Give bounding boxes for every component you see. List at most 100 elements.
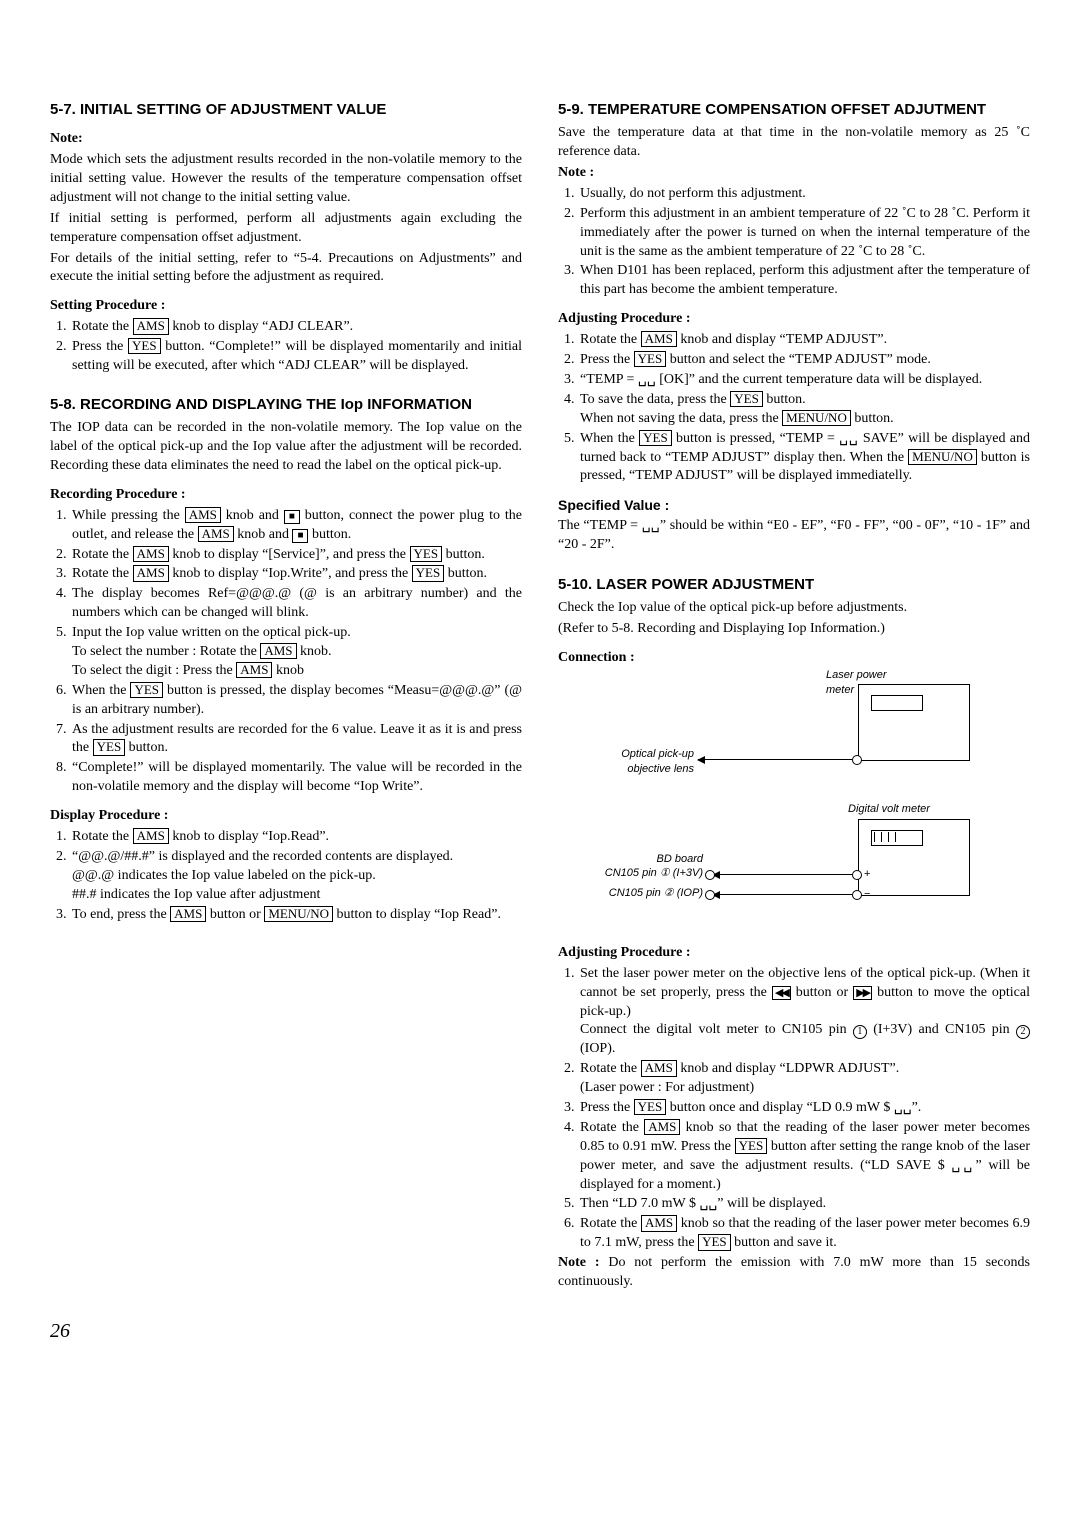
section-5-9-title: 5-9. TEMPERATURE COMPENSATION OFFSET ADJ… bbox=[558, 100, 1030, 120]
list-item: When the YES button is pressed, the disp… bbox=[70, 682, 522, 720]
page-number: 26 bbox=[50, 1318, 1030, 1345]
list-item: As the adjustment results are recorded f… bbox=[70, 721, 522, 759]
note-text: Note : Do not perform the emission with … bbox=[558, 1254, 1030, 1292]
adjusting-procedure-label: Adjusting Procedure : bbox=[558, 944, 1030, 963]
yes-button: YES bbox=[730, 391, 763, 407]
yes-button: YES bbox=[639, 430, 672, 446]
list-item: Rotate the AMS knob and display “TEMP AD… bbox=[578, 331, 1030, 350]
section-5-10-title: 5-10. LASER POWER ADJUSTMENT bbox=[558, 575, 1030, 595]
ams-button: AMS bbox=[641, 331, 677, 347]
list-item: Press the YES button. “Complete!” will b… bbox=[70, 338, 522, 376]
list-item: Rotate the AMS knob to display “Iop.Read… bbox=[70, 828, 522, 847]
note-label: Note: bbox=[50, 130, 522, 149]
dvm-box bbox=[858, 819, 970, 896]
ams-button: AMS bbox=[641, 1215, 677, 1231]
page-columns: 5-7. INITIAL SETTING OF ADJUSTMENT VALUE… bbox=[50, 100, 1030, 1294]
laser-meter-label: Laser powermeter bbox=[826, 668, 946, 698]
note-text: Mode which sets the adjustment results r… bbox=[50, 151, 522, 208]
section-5-8-title: 5-8. RECORDING AND DISPLAYING THE Iop IN… bbox=[50, 395, 522, 415]
stop-icon bbox=[284, 510, 300, 524]
right-column: 5-9. TEMPERATURE COMPENSATION OFFSET ADJ… bbox=[558, 100, 1030, 1294]
list-item: Press the YES button once and display “L… bbox=[578, 1099, 1030, 1118]
adjusting-procedure-label: Adjusting Procedure : bbox=[558, 310, 1030, 329]
intro-text: Check the Iop value of the optical pick-… bbox=[558, 599, 1030, 618]
list-item: Press the YES button and select the “TEM… bbox=[578, 351, 1030, 370]
yes-button: YES bbox=[412, 565, 445, 581]
yes-button: YES bbox=[634, 1099, 667, 1115]
ams-button: AMS bbox=[236, 662, 272, 678]
pin2-label: CN105 pin ② (IOP) bbox=[563, 886, 703, 901]
list-item: Set the laser power meter on the objecti… bbox=[578, 965, 1030, 1059]
menu-no-button: MENU/NO bbox=[908, 449, 977, 465]
note-list: Usually, do not perform this adjustment.… bbox=[558, 185, 1030, 300]
list-item: Input the Iop value written on the optic… bbox=[70, 624, 522, 681]
list-item: Rotate the AMS knob to display “ADJ CLEA… bbox=[70, 318, 522, 337]
setting-procedure-list: Rotate the AMS knob to display “ADJ CLEA… bbox=[50, 318, 522, 376]
pin-1-icon: 1 bbox=[853, 1025, 867, 1039]
specified-value-text: The “TEMP = ␣␣” should be within “E0 - E… bbox=[558, 517, 1030, 555]
section-5-7-title: 5-7. INITIAL SETTING OF ADJUSTMENT VALUE bbox=[50, 100, 522, 120]
laser-adjusting-list: Set the laser power meter on the objecti… bbox=[558, 965, 1030, 1253]
list-item: Rotate the AMS knob and display “LDPWR A… bbox=[578, 1060, 1030, 1098]
list-item: When D101 has been replaced, perform thi… bbox=[578, 262, 1030, 300]
note-text: If initial setting is performed, perform… bbox=[50, 210, 522, 248]
list-item: When the YES button is pressed, “TEMP = … bbox=[578, 430, 1030, 487]
optical-label: Optical pick-upobjective lens bbox=[578, 747, 694, 777]
recording-procedure-label: Recording Procedure : bbox=[50, 486, 522, 505]
bd-board-label: BD board bbox=[568, 852, 703, 867]
left-column: 5-7. INITIAL SETTING OF ADJUSTMENT VALUE… bbox=[50, 100, 522, 1294]
ams-button: AMS bbox=[170, 906, 206, 922]
intro-text: The IOP data can be recorded in the non-… bbox=[50, 419, 522, 476]
specified-value-label: Specified Value : bbox=[558, 496, 1030, 515]
pin-2-icon: 2 bbox=[1016, 1025, 1030, 1039]
ams-button: AMS bbox=[644, 1119, 680, 1135]
display-procedure-list: Rotate the AMS knob to display “Iop.Read… bbox=[50, 828, 522, 924]
list-item: Rotate the AMS knob so that the reading … bbox=[578, 1119, 1030, 1195]
list-item: To end, press the AMS button or MENU/NO … bbox=[70, 906, 522, 925]
ams-button: AMS bbox=[133, 565, 169, 581]
intro-text: (Refer to 5-8. Recording and Displaying … bbox=[558, 620, 1030, 639]
yes-button: YES bbox=[410, 546, 443, 562]
list-item: The display becomes Ref=@@@.@ (@ is an a… bbox=[70, 585, 522, 623]
yes-button: YES bbox=[634, 351, 667, 367]
connection-diagram: Laser powermeter Optical pick-upobjectiv… bbox=[568, 674, 998, 934]
list-item: “Complete!” will be displayed momentaril… bbox=[70, 759, 522, 797]
list-item: “TEMP = ␣␣ [OK]” and the current tempera… bbox=[578, 371, 1030, 390]
ams-button: AMS bbox=[641, 1060, 677, 1076]
fastforward-icon: ▶▶ bbox=[853, 986, 872, 1000]
menu-no-button: MENU/NO bbox=[264, 906, 333, 922]
connection-label: Connection : bbox=[558, 649, 1030, 668]
list-item: Perform this adjustment in an ambient te… bbox=[578, 205, 1030, 262]
adjusting-procedure-list: Rotate the AMS knob and display “TEMP AD… bbox=[558, 331, 1030, 486]
yes-button: YES bbox=[93, 739, 126, 755]
stop-icon bbox=[292, 529, 308, 543]
list-item: “@@.@/##.#” is displayed and the recorde… bbox=[70, 848, 522, 905]
list-item: To save the data, press the YES button.W… bbox=[578, 391, 1030, 429]
ams-button: AMS bbox=[185, 507, 221, 523]
ams-button: AMS bbox=[198, 526, 234, 542]
ams-button: AMS bbox=[133, 318, 169, 334]
ams-button: AMS bbox=[133, 546, 169, 562]
pin1-label: CN105 pin ① (I+3V) bbox=[563, 866, 703, 881]
list-item: Rotate the AMS knob to display “Iop.Writ… bbox=[70, 565, 522, 584]
rewind-icon: ◀◀ bbox=[772, 986, 791, 1000]
recording-procedure-list: While pressing the AMS knob and button, … bbox=[50, 507, 522, 797]
list-item: Rotate the AMS knob to display “[Service… bbox=[70, 546, 522, 565]
yes-button: YES bbox=[698, 1234, 731, 1250]
yes-button: YES bbox=[130, 682, 163, 698]
yes-button: YES bbox=[735, 1138, 768, 1154]
display-procedure-label: Display Procedure : bbox=[50, 807, 522, 826]
intro-text: Save the temperature data at that time i… bbox=[558, 124, 1030, 162]
dvm-label: Digital volt meter bbox=[848, 802, 968, 817]
list-item: Usually, do not perform this adjustment. bbox=[578, 185, 1030, 204]
yes-button: YES bbox=[128, 338, 161, 354]
setting-procedure-label: Setting Procedure : bbox=[50, 297, 522, 316]
ams-button: AMS bbox=[133, 828, 169, 844]
list-item: Rotate the AMS knob so that the reading … bbox=[578, 1215, 1030, 1253]
list-item: While pressing the AMS knob and button, … bbox=[70, 507, 522, 545]
list-item: Then “LD 7.0 mW $ ␣␣” will be displayed. bbox=[578, 1195, 1030, 1214]
note-text: For details of the initial setting, refe… bbox=[50, 250, 522, 288]
note-label: Note : bbox=[558, 164, 1030, 183]
menu-no-button: MENU/NO bbox=[782, 410, 851, 426]
ams-button: AMS bbox=[260, 643, 296, 659]
